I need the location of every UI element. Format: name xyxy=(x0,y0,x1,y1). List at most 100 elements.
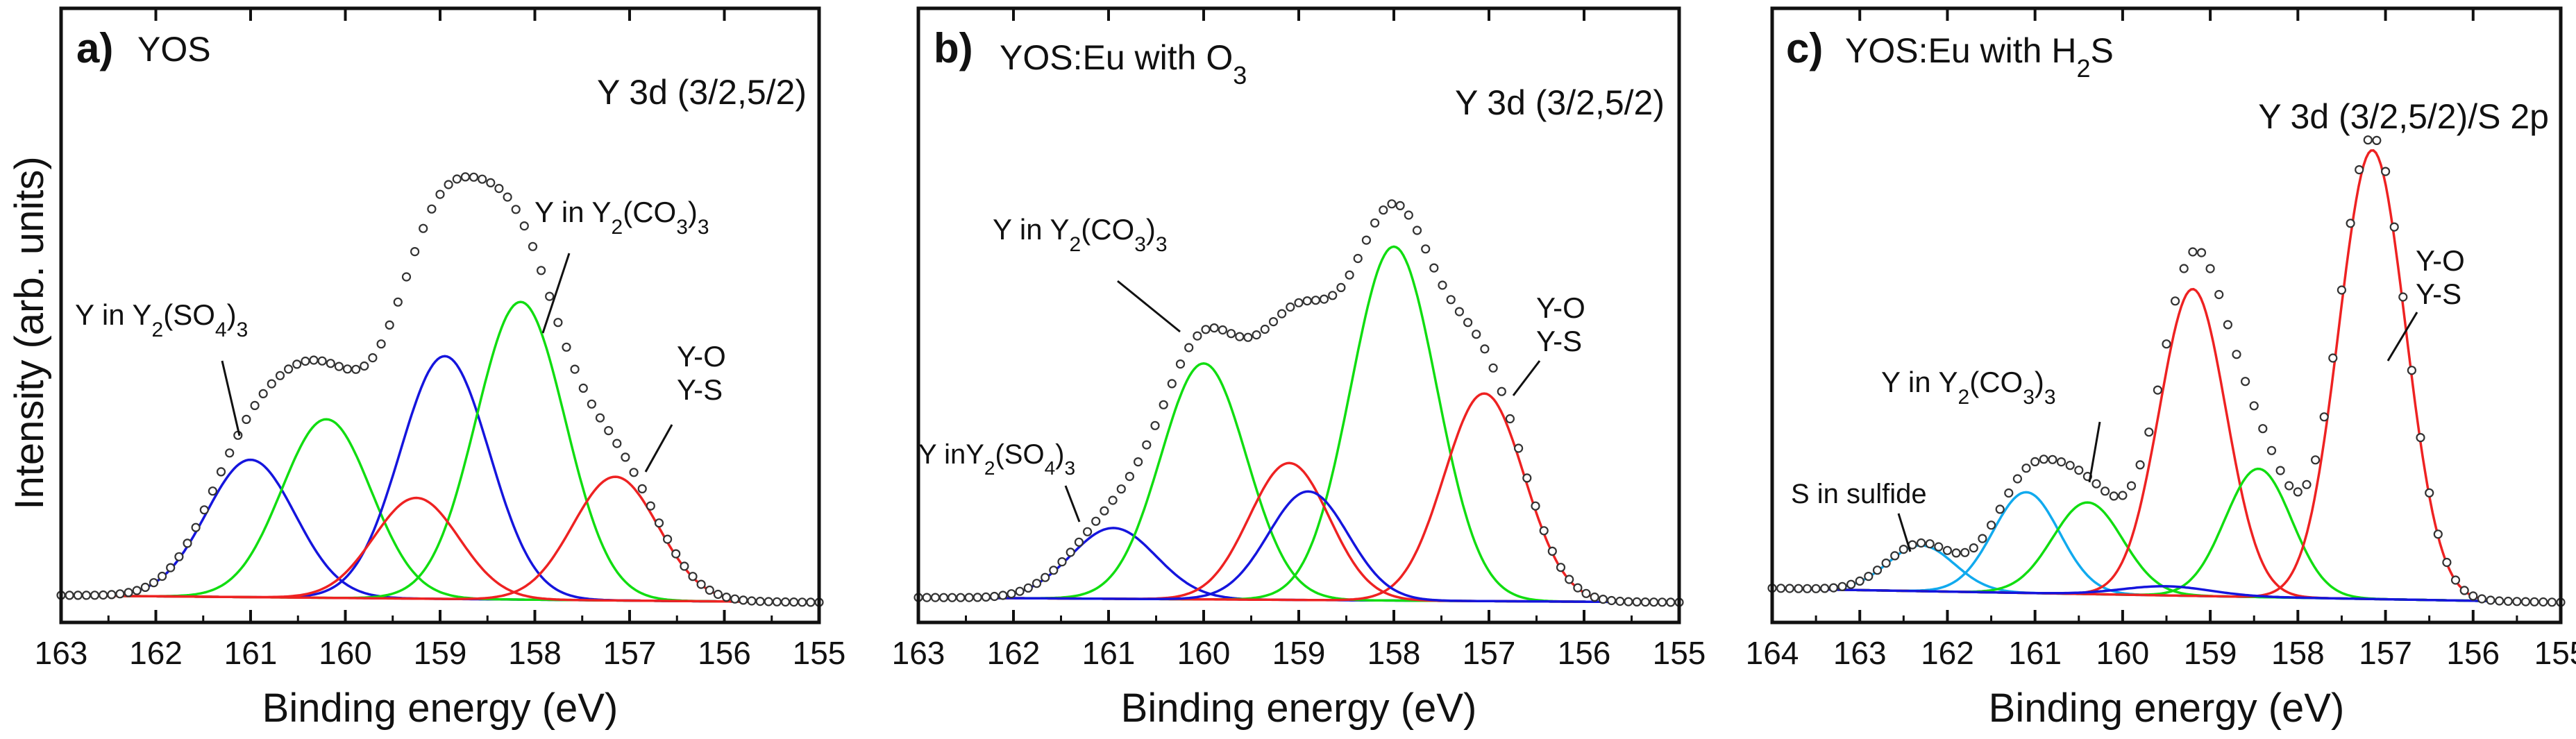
panel-2-data-point xyxy=(2171,296,2180,306)
panel-2-data-point xyxy=(2468,591,2478,601)
panel-2-data-point xyxy=(2275,466,2285,475)
panel-a-title: YOS xyxy=(137,30,211,69)
panel-0-data-point xyxy=(140,582,150,593)
panel-0-data-point xyxy=(376,339,386,349)
panel-1-data-point xyxy=(1319,294,1329,304)
panel-0-data-point xyxy=(789,597,799,607)
panel-1-data-point xyxy=(1632,597,1642,607)
panel-1-data-point xyxy=(1666,597,1676,607)
panel-0-data-point xyxy=(764,597,773,606)
panel-1-data-point xyxy=(1302,296,1312,306)
panel-1-xtick-label: 156 xyxy=(1558,635,1611,671)
panel-2-data-point xyxy=(1995,504,2005,514)
panel-0-data-point xyxy=(637,484,647,494)
panel-2-data-point xyxy=(2249,401,2259,411)
panel-0-data-point xyxy=(604,425,614,436)
panel-2-xtick-label: 162 xyxy=(1921,635,1974,671)
panel-2-data-point xyxy=(2021,464,2031,473)
panel-0-data-point xyxy=(747,596,757,606)
panel-0-data-point xyxy=(199,505,209,515)
panel-1-data-point xyxy=(1091,516,1101,526)
panel-1-xtick-label: 162 xyxy=(987,635,1041,671)
panel-0-data-point xyxy=(65,591,74,600)
panel-0-data-point xyxy=(646,501,655,511)
panel-0-data-point xyxy=(478,174,487,184)
panel-2-data-point xyxy=(2056,457,2066,467)
panel-c-title: YOS:Eu with H2S xyxy=(1845,31,2114,83)
panel-2-data-point xyxy=(2188,247,2198,257)
panel-0-xtick-label: 155 xyxy=(793,635,846,671)
panel-b-title: YOS:Eu with O3 xyxy=(1000,38,1247,90)
panel-2-data-point xyxy=(2126,481,2137,491)
panel-1-data-point xyxy=(1286,302,1295,312)
panel-1-data-point xyxy=(1624,597,1633,606)
panel-2-data-point xyxy=(2346,219,2355,228)
panel-1-data-point xyxy=(1539,526,1549,536)
panel-0-data-point xyxy=(452,174,462,184)
panel-0-xtick-label: 160 xyxy=(319,635,372,671)
panel-1-data-point xyxy=(1100,506,1109,516)
panel-0-xtick-label: 163 xyxy=(35,635,88,671)
panel-2-data-point xyxy=(1987,520,1996,530)
panel-2-data-point xyxy=(2372,135,2382,145)
panel-2-data-point xyxy=(1864,571,1874,581)
panel-1-data-point xyxy=(1175,359,1186,369)
panel-1-data-point xyxy=(1463,318,1473,328)
panel-1-xtick-label: 163 xyxy=(892,635,945,671)
panel-2-data-point xyxy=(1942,545,1952,555)
panel-1-data-point xyxy=(1421,244,1431,254)
panel-b-annot-so4: Y inY2(SO4)3 xyxy=(918,439,1075,479)
panel-1-data-point xyxy=(1226,329,1236,339)
y-axis-label: Intensity (arb. units) xyxy=(7,156,52,509)
panel-2-data-point xyxy=(2293,487,2303,497)
panel-2-data-point xyxy=(1811,584,1821,593)
panel-0-data-point xyxy=(351,364,361,374)
panel-0-data-point xyxy=(81,591,92,600)
panel-2-data-point xyxy=(2459,586,2469,595)
panel-0-data-point xyxy=(460,172,471,182)
panel-c-annot-ys: Y-S xyxy=(2416,278,2461,310)
panel-0-data-point xyxy=(713,589,723,600)
panel-2-data-point xyxy=(2539,597,2548,607)
panel-0-data-point xyxy=(435,189,445,199)
panel-2-data-point xyxy=(2214,289,2224,300)
panel-2-data-point xyxy=(1899,544,1908,554)
panel-c-xlabel: Binding energy (eV) xyxy=(1989,686,2345,731)
panel-b-curves xyxy=(914,199,1684,607)
panel-a-xlabel: Binding energy (eV) xyxy=(262,686,618,731)
panel-0-data-point xyxy=(519,221,529,231)
panel-1-data-point xyxy=(1252,330,1261,340)
panel-1-data-point xyxy=(1370,218,1380,228)
panel-1-data-point xyxy=(1074,537,1084,547)
panel-0-data-point xyxy=(216,467,226,477)
panel-1-xtick-label: 161 xyxy=(1082,635,1136,671)
panel-1-data-point xyxy=(1023,583,1033,593)
panel-1-data-point xyxy=(1184,343,1194,352)
panel-1-data-point xyxy=(1497,387,1506,396)
panel-0-data-point xyxy=(174,552,184,561)
panel-1-data-point xyxy=(1133,457,1143,467)
panel-1-peak-0 xyxy=(918,527,1679,604)
panel-c: 164 163 162 161 160 159 158 157 156 155 c) YOS:Eu… xyxy=(1746,6,2576,731)
panel-0-data-point xyxy=(705,585,714,595)
panel-1-data-point xyxy=(1446,295,1456,305)
panel-1-data-point xyxy=(1049,566,1059,575)
panel-0-data-point xyxy=(629,468,639,477)
panel-0-data-point xyxy=(410,247,420,257)
panel-0-data-point xyxy=(570,364,580,374)
panel-2-data-point xyxy=(1776,584,1786,593)
panel-0-data-point xyxy=(494,184,504,194)
panel-2-data-point xyxy=(2153,385,2162,395)
panel-2-data-point xyxy=(2477,594,2486,604)
panel-0-data-point xyxy=(427,204,437,214)
panel-1-data-point xyxy=(938,593,949,602)
panel-0-data-point xyxy=(486,178,496,187)
panel-0-data-point xyxy=(191,523,201,532)
panel-c-curves xyxy=(1767,135,2566,607)
panel-2-data-point xyxy=(1934,542,1944,552)
panel-0-data-point xyxy=(587,399,597,409)
panel-0-xtick-label: 156 xyxy=(698,635,751,671)
panel-2-data-point xyxy=(2311,455,2321,465)
panel-1-data-point xyxy=(1573,583,1583,593)
panel-1-data-point xyxy=(1218,325,1228,335)
